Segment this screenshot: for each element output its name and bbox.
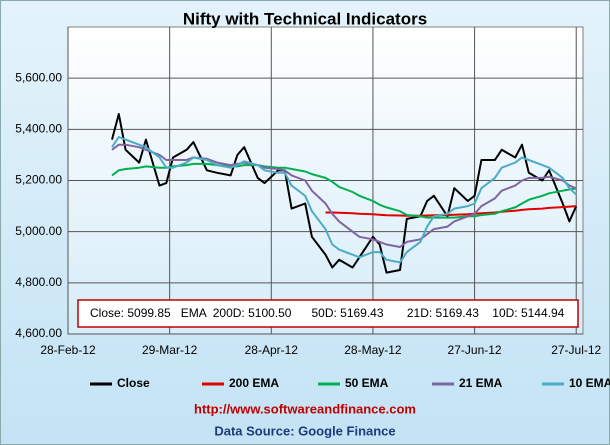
legend-label: Close — [117, 376, 150, 390]
x-tick-label: 27-Jul-12 — [551, 343, 601, 357]
y-tick-label: 5,600.00 — [15, 70, 62, 84]
y-tick-label: 5,000.00 — [15, 224, 62, 238]
x-tick-label: 28-Feb-12 — [40, 343, 96, 357]
x-tick-label: 27-Jun-12 — [448, 343, 502, 357]
series-line — [111, 113, 578, 274]
annotation-box — [77, 299, 579, 328]
series-line — [111, 136, 577, 264]
series-line — [111, 143, 577, 248]
y-tick-label: 5,400.00 — [15, 122, 62, 136]
y-tick-label: 4,600.00 — [15, 326, 62, 340]
chart-title: Nifty with Technical Indicators — [183, 9, 427, 28]
website: http://www.softwareandfinance.com — [194, 401, 416, 416]
legend-label: 21 EMA — [459, 376, 503, 390]
y-tick-label: 5,200.00 — [15, 173, 62, 187]
x-tick-label: 29-Mar-12 — [142, 343, 198, 357]
series-line — [111, 162, 577, 219]
legend-label: 50 EMA — [345, 376, 389, 390]
x-tick-label: 28-Apr-12 — [245, 343, 299, 357]
annotation: Close: 5099.85 EMA 200D: 5100.50 50D: 51… — [90, 306, 565, 320]
legend-label: 10 EMA — [569, 376, 610, 390]
y-tick-label: 4,800.00 — [15, 275, 62, 289]
x-tick-label: 28-May-12 — [344, 343, 402, 357]
legend-label: 200 EMA — [229, 376, 279, 390]
series-line — [325, 205, 577, 217]
source: Data Source: Google Finance — [214, 423, 395, 438]
